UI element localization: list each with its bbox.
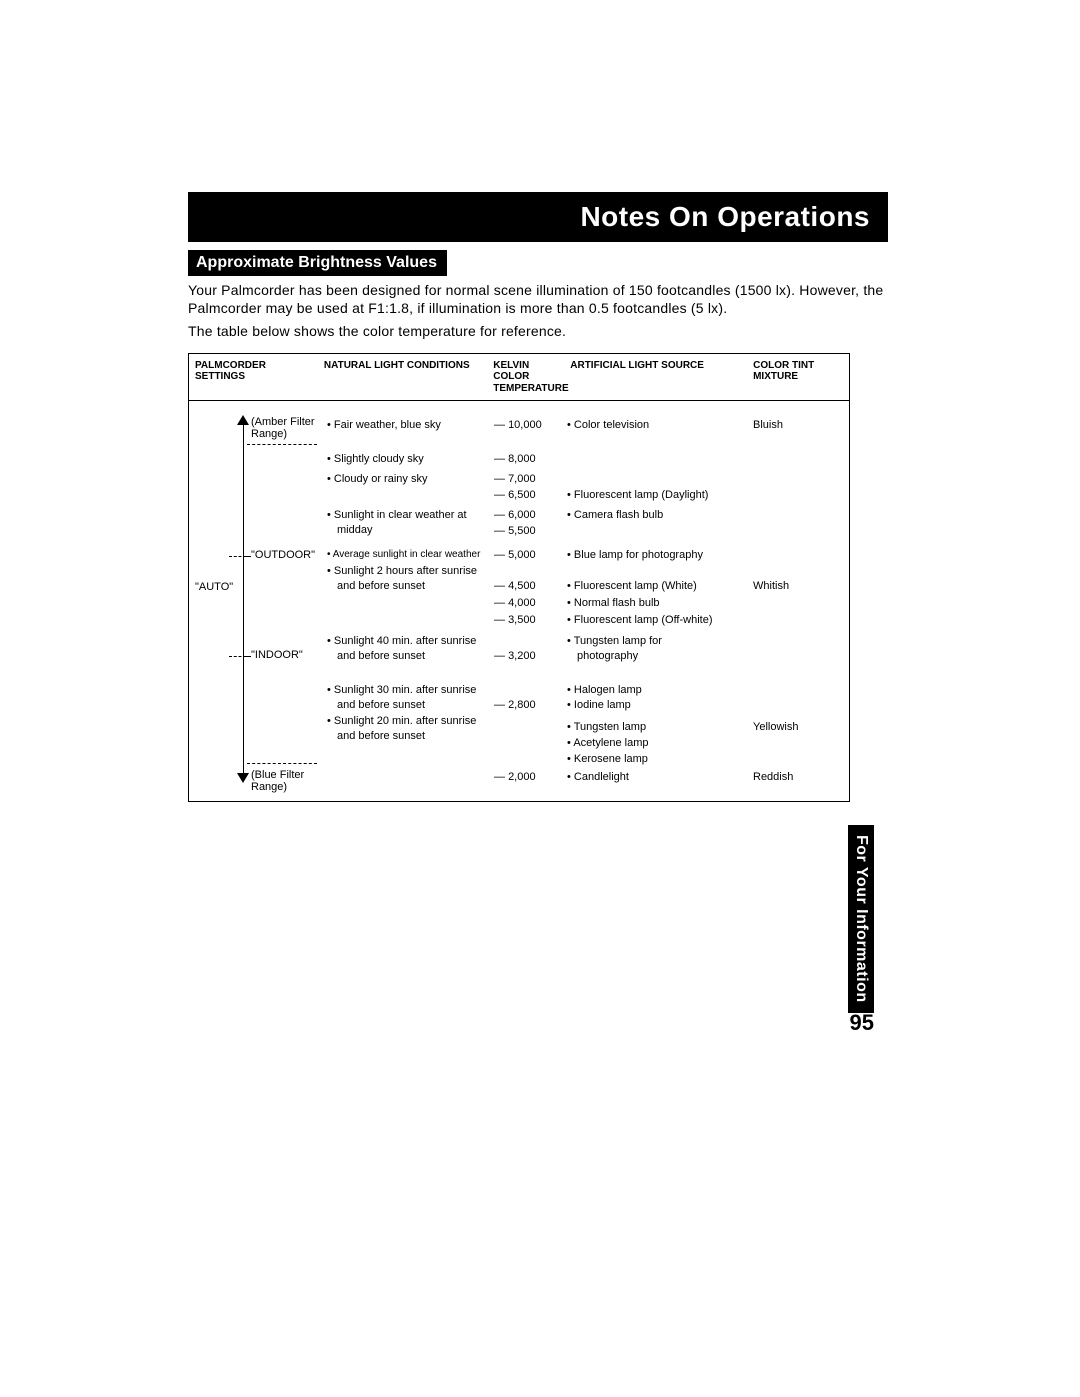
kelvin-val: 10,000	[494, 419, 542, 433]
tint-column: Bluish Whitish Yellowish Reddish	[749, 401, 849, 801]
artificial-item: photography	[577, 650, 638, 664]
natural-item: Cloudy or rainy sky	[327, 473, 427, 487]
kelvin-val: 3,200	[494, 650, 536, 664]
tint-val: Reddish	[753, 771, 793, 785]
kelvin-val: 8,000	[494, 453, 536, 467]
table-header: PALMCORDER SETTINGS NATURAL LIGHT CONDIT…	[189, 354, 849, 402]
color-temp-table: PALMCORDER SETTINGS NATURAL LIGHT CONDIT…	[188, 353, 850, 803]
kelvin-val: 7,000	[494, 473, 536, 487]
th-kelvin: KELVIN COLOR TEMPERATURE	[487, 354, 564, 401]
natural-item: Fair weather, blue sky	[327, 419, 441, 433]
filter-scale-line	[243, 423, 244, 777]
dash-line	[247, 763, 317, 764]
tick	[243, 656, 251, 657]
natural-item: Sunlight in clear weather at	[327, 509, 467, 523]
natural-item: and before sunset	[337, 650, 425, 664]
kelvin-val: 3,500	[494, 614, 536, 628]
arrow-down-icon	[237, 773, 249, 783]
intro-text-1: Your Palmcorder has been designed for no…	[188, 282, 888, 317]
natural-item: midday	[337, 524, 372, 538]
section-tab: For Your Information	[848, 825, 874, 1013]
artificial-item: Camera flash bulb	[567, 509, 663, 523]
kelvin-val: 5,000	[494, 549, 536, 563]
artificial-item: Acetylene lamp	[567, 737, 649, 751]
settings-column: (Amber Filter Range) "OUTDOOR" "AUTO" "I…	[189, 401, 319, 801]
th-settings: PALMCORDER SETTINGS	[189, 354, 318, 401]
indoor-label: "INDOOR"	[251, 649, 303, 661]
blue-label: (Blue Filter Range)	[251, 769, 321, 793]
dash-line	[247, 444, 317, 445]
tint-val: Whitish	[753, 580, 789, 594]
auto-label: "AUTO"	[195, 581, 233, 593]
section-heading: Approximate Brightness Values	[188, 250, 447, 276]
natural-item: Sunlight 20 min. after sunrise	[327, 715, 476, 729]
natural-item: Slightly cloudy sky	[327, 453, 424, 467]
th-artificial: ARTIFICIAL LIGHT SOURCE	[564, 354, 747, 401]
tick	[243, 556, 251, 557]
page-number: 95	[850, 1010, 874, 1036]
kelvin-val: 5,500	[494, 525, 536, 539]
kelvin-val: 2,000	[494, 771, 536, 785]
artificial-item: Fluorescent lamp (Off-white)	[567, 614, 713, 628]
kelvin-val: 2,800	[494, 699, 536, 713]
intro-text-2: The table below shows the color temperat…	[188, 323, 888, 341]
tint-val: Bluish	[753, 419, 783, 433]
kelvin-val: 6,000	[494, 509, 536, 523]
kelvin-val: 6,500	[494, 489, 536, 503]
artificial-item: Fluorescent lamp (White)	[567, 580, 697, 594]
artificial-item: Normal flash bulb	[567, 597, 660, 611]
kelvin-val: 4,500	[494, 580, 536, 594]
natural-item: and before sunset	[337, 699, 425, 713]
artificial-column: Color television Fluorescent lamp (Dayli…	[559, 401, 749, 801]
kelvin-val: 4,000	[494, 597, 536, 611]
th-natural: NATURAL LIGHT CONDITIONS	[318, 354, 487, 401]
natural-item: Sunlight 2 hours after sunrise	[327, 565, 477, 579]
natural-item: Sunlight 30 min. after sunrise	[327, 684, 476, 698]
th-tint: COLOR TINT MIXTURE	[747, 354, 849, 401]
artificial-item: Halogen lamp	[567, 684, 642, 698]
natural-item: Sunlight 40 min. after sunrise	[327, 635, 476, 649]
arrow-up-icon	[237, 415, 249, 425]
natural-item: and before sunset	[337, 730, 425, 744]
page-title: Notes On Operations	[188, 192, 888, 242]
artificial-item: Kerosene lamp	[567, 753, 648, 767]
artificial-item: Fluorescent lamp (Daylight)	[567, 489, 708, 503]
natural-column: Fair weather, blue sky Slightly cloudy s…	[319, 401, 494, 801]
artificial-item: Candlelight	[567, 771, 629, 785]
artificial-item: Tungsten lamp for	[567, 635, 662, 649]
natural-item: and before sunset	[337, 580, 425, 594]
artificial-item: Blue lamp for photography	[567, 549, 703, 563]
outdoor-label: "OUTDOOR"	[251, 549, 315, 561]
artificial-item: Iodine lamp	[567, 699, 631, 713]
kelvin-column: 10,000 8,000 7,000 6,500 6,000 5,500 5,0…	[494, 401, 559, 801]
tint-val: Yellowish	[753, 721, 798, 735]
artificial-item: Color television	[567, 419, 649, 433]
amber-label: (Amber Filter Range)	[251, 416, 321, 440]
artificial-item: Tungsten lamp	[567, 721, 646, 735]
natural-item: Average sunlight in clear weather	[327, 549, 480, 562]
